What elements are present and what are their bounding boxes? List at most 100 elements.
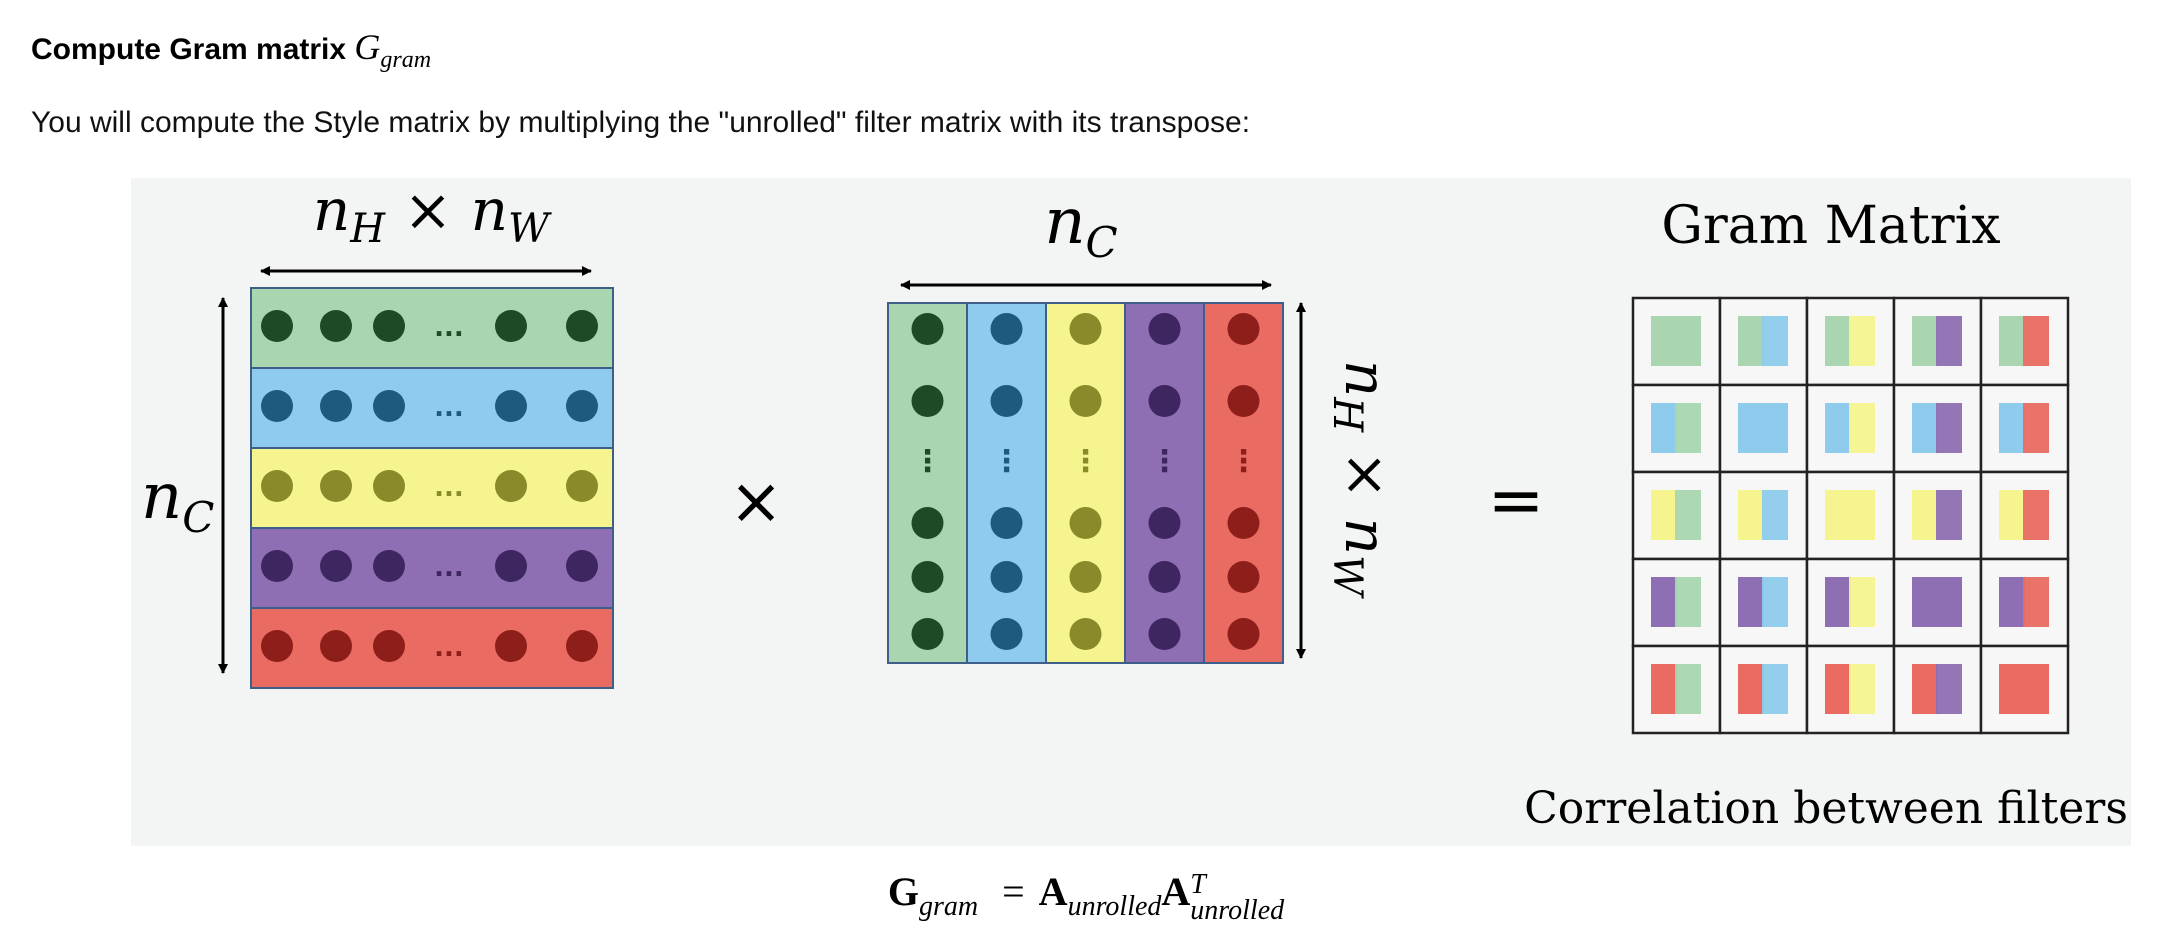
right-dot	[1069, 561, 1102, 593]
left-dot	[373, 470, 405, 502]
formula-G: G	[887, 869, 919, 914]
gram-cell-swatch-row	[1738, 577, 1764, 627]
left-dot	[261, 550, 293, 582]
gram-cell-swatch-col	[1849, 403, 1875, 453]
gram-cell-swatch	[1651, 316, 1701, 366]
right-dot	[1069, 385, 1102, 417]
gram-matrix-grid	[1631, 296, 2070, 735]
left-dot	[495, 550, 527, 582]
gram-cell-swatch-col	[1849, 664, 1875, 714]
right-dot	[1227, 507, 1260, 539]
right-dot	[1148, 385, 1181, 417]
right-dot	[990, 313, 1023, 345]
left-row-ellipsis: ...	[434, 553, 464, 583]
right-dot	[911, 313, 944, 345]
right-dot	[911, 561, 944, 593]
section-heading: Compute Gram matrix Ggram	[31, 26, 431, 74]
formula-A1: A	[1038, 869, 1068, 914]
left-row-blue	[250, 367, 614, 449]
left-dot	[495, 630, 527, 662]
gram-cell-swatch-row	[1651, 577, 1677, 627]
right-dot	[1069, 313, 1102, 345]
left-row-ellipsis: ...	[434, 473, 464, 503]
gram-cell-swatch-col	[1675, 490, 1701, 540]
left-dot	[566, 550, 598, 582]
gram-cell-swatch	[1912, 577, 1962, 627]
left-dot	[320, 310, 352, 342]
left-dot	[373, 310, 405, 342]
gram-cell-swatch-col	[1849, 316, 1875, 366]
gram-cell-swatch-row	[1651, 403, 1677, 453]
gram-matrix-caption: Correlation between filters	[1524, 783, 2128, 834]
gram-cell-swatch-row	[1738, 664, 1764, 714]
right-dot	[1148, 561, 1181, 593]
gram-cell-swatch-row	[1738, 316, 1764, 366]
right-dot	[1227, 618, 1260, 650]
right-dot	[990, 561, 1023, 593]
right-col-red	[1203, 302, 1284, 664]
right-col-ellipsis: ⋮	[913, 444, 943, 479]
gram-cell	[1805, 296, 1896, 387]
gram-cell-swatch-col	[1675, 577, 1701, 627]
left-dot	[495, 470, 527, 502]
left-dot	[261, 470, 293, 502]
right-matrix-height-label: nH × nW	[1324, 360, 1400, 599]
left-dot	[495, 390, 527, 422]
gram-cell-swatch-col	[1936, 316, 1962, 366]
gram-cell-swatch-col	[1675, 664, 1701, 714]
right-col-ellipsis: ⋮	[1229, 444, 1259, 479]
right-dot	[1148, 507, 1181, 539]
gram-cell-swatch-row	[1999, 403, 2025, 453]
right-dot	[990, 507, 1023, 539]
equals-symbol: =	[1488, 461, 1545, 540]
right-dot	[911, 385, 944, 417]
gram-cell-swatch-row	[1651, 490, 1677, 540]
right-dot	[1148, 313, 1181, 345]
left-dot	[320, 470, 352, 502]
right-dot	[911, 507, 944, 539]
right-dot	[1227, 313, 1260, 345]
left-matrix-height-label: nC	[141, 460, 214, 542]
gram-cell-swatch-col	[1762, 490, 1788, 540]
right-col-blue	[966, 302, 1047, 664]
left-row-ellipsis: ...	[434, 313, 464, 343]
right-dot	[1069, 507, 1102, 539]
gram-cell-swatch-row	[1825, 316, 1851, 366]
right-dot	[1148, 618, 1181, 650]
heading-text: Compute Gram matrix	[31, 33, 347, 66]
gram-cell-swatch-row	[1999, 577, 2025, 627]
heading-math-symbol: Ggram	[354, 27, 432, 73]
left-dot	[495, 310, 527, 342]
gram-cell-swatch-col	[1936, 490, 1962, 540]
gram-cell-swatch-col	[1675, 403, 1701, 453]
gram-cell-swatch-row	[1912, 490, 1938, 540]
left-row-red	[250, 607, 614, 689]
intro-paragraph: You will compute the Style matrix by mul…	[31, 106, 1251, 139]
gram-cell-swatch-col	[1762, 664, 1788, 714]
gram-cell-swatch-row	[1999, 316, 2025, 366]
right-col-green	[887, 302, 968, 664]
formula-A1-sub: unrolled	[1067, 891, 1162, 922]
unrolled-matrix-rows: ...............	[250, 287, 614, 689]
left-row-yellow	[250, 447, 614, 529]
gram-cell-swatch	[1825, 490, 1875, 540]
left-dot	[320, 550, 352, 582]
right-dot	[990, 385, 1023, 417]
gram-matrix-title: Gram Matrix	[1661, 196, 2000, 256]
left-dot	[373, 550, 405, 582]
left-dot	[261, 390, 293, 422]
gram-cell-swatch-col	[2023, 316, 2049, 366]
formula-A2: A	[1161, 869, 1191, 914]
left-dot	[373, 630, 405, 662]
right-dot	[1069, 618, 1102, 650]
gram-matrix-illustration: nH × nW nC ............... × nC ⋮ ⋮ ⋮ ⋮ ⋮ nH…	[141, 178, 2128, 834]
gram-cell-swatch	[1999, 664, 2049, 714]
right-matrix-width-label: nC	[1044, 185, 1117, 267]
gram-cell-swatch-row	[1912, 664, 1938, 714]
gram-cell-swatch-row	[1825, 577, 1851, 627]
gram-cell-swatch	[1738, 403, 1788, 453]
right-dot	[990, 618, 1023, 650]
right-col-ellipsis: ⋮	[1150, 444, 1180, 479]
left-row-ellipsis: ...	[434, 393, 464, 423]
